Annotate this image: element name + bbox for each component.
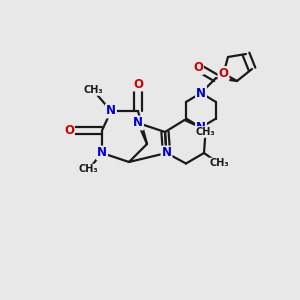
- Text: N: N: [97, 146, 107, 160]
- Text: O: O: [133, 77, 143, 91]
- Text: O: O: [193, 61, 203, 74]
- Text: CH₃: CH₃: [83, 85, 103, 95]
- Text: N: N: [196, 86, 206, 100]
- Text: O: O: [218, 67, 229, 80]
- Text: N: N: [161, 146, 172, 160]
- Text: O: O: [64, 124, 74, 137]
- Text: CH₃: CH₃: [196, 127, 215, 137]
- Text: CH₃: CH₃: [79, 164, 98, 175]
- Text: N: N: [106, 104, 116, 118]
- Text: N: N: [196, 121, 206, 134]
- Text: CH₃: CH₃: [209, 158, 229, 169]
- Text: N: N: [133, 116, 143, 130]
